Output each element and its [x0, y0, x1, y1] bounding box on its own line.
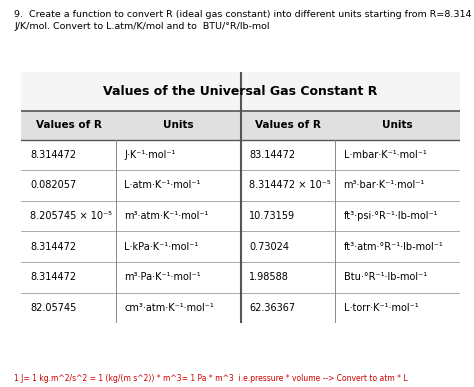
- Text: ft³·psi·°R⁻¹·lb-mol⁻¹: ft³·psi·°R⁻¹·lb-mol⁻¹: [344, 211, 438, 221]
- Text: J·K⁻¹·mol⁻¹: J·K⁻¹·mol⁻¹: [124, 150, 176, 160]
- Text: 8.314472: 8.314472: [30, 150, 76, 160]
- Text: 0.73024: 0.73024: [249, 241, 289, 252]
- Text: 9.  Create a function to convert R (ideal gas constant) into different units sta: 9. Create a function to convert R (ideal…: [14, 10, 472, 31]
- Text: 10.73159: 10.73159: [249, 211, 295, 221]
- Text: Units: Units: [382, 120, 412, 130]
- Text: Btu·°R⁻¹·lb-mol⁻¹: Btu·°R⁻¹·lb-mol⁻¹: [344, 272, 427, 282]
- Text: cm³·atm·K⁻¹·mol⁻¹: cm³·atm·K⁻¹·mol⁻¹: [124, 303, 214, 313]
- Text: 0.082057: 0.082057: [30, 180, 76, 190]
- Text: Values of the Universal Gas Constant R: Values of the Universal Gas Constant R: [103, 85, 378, 98]
- Text: Values of R: Values of R: [36, 120, 101, 130]
- Text: L·kPa·K⁻¹·mol⁻¹: L·kPa·K⁻¹·mol⁻¹: [124, 241, 199, 252]
- Bar: [21, 140, 460, 170]
- Text: 1 J= 1 kg.m^2/s^2 = 1 (kg/(m s^2)) * m^3= 1 Pa * m^3  i.e.pressure * volume --> : 1 J= 1 kg.m^2/s^2 = 1 (kg/(m s^2)) * m^3…: [14, 374, 408, 383]
- Bar: [21, 231, 460, 262]
- Text: Units: Units: [163, 120, 193, 130]
- Text: m³·bar·K⁻¹·mol⁻¹: m³·bar·K⁻¹·mol⁻¹: [344, 180, 425, 190]
- Text: ft³·atm·°R⁻¹·lb-mol⁻¹: ft³·atm·°R⁻¹·lb-mol⁻¹: [344, 241, 443, 252]
- Bar: [21, 293, 460, 323]
- Text: 8.314472 × 10⁻⁵: 8.314472 × 10⁻⁵: [249, 180, 331, 190]
- Text: 8.205745 × 10⁻⁵: 8.205745 × 10⁻⁵: [30, 211, 112, 221]
- Text: m³·atm·K⁻¹·mol⁻¹: m³·atm·K⁻¹·mol⁻¹: [124, 211, 209, 221]
- Text: 82.05745: 82.05745: [30, 303, 76, 313]
- Bar: [21, 170, 460, 201]
- Bar: [21, 111, 460, 140]
- Text: L·atm·K⁻¹·mol⁻¹: L·atm·K⁻¹·mol⁻¹: [124, 180, 201, 190]
- Text: 62.36367: 62.36367: [249, 303, 295, 313]
- Text: 8.314472: 8.314472: [30, 272, 76, 282]
- Text: 8.314472: 8.314472: [30, 241, 76, 252]
- Text: Values of R: Values of R: [255, 120, 320, 130]
- Text: 83.14472: 83.14472: [249, 150, 295, 160]
- Bar: [21, 262, 460, 293]
- Text: L·mbar·K⁻¹·mol⁻¹: L·mbar·K⁻¹·mol⁻¹: [344, 150, 426, 160]
- Bar: [21, 201, 460, 231]
- Text: m³·Pa·K⁻¹·mol⁻¹: m³·Pa·K⁻¹·mol⁻¹: [124, 272, 201, 282]
- Text: L·torr·K⁻¹·mol⁻¹: L·torr·K⁻¹·mol⁻¹: [344, 303, 418, 313]
- Bar: [21, 72, 460, 111]
- Text: 1.98588: 1.98588: [249, 272, 289, 282]
